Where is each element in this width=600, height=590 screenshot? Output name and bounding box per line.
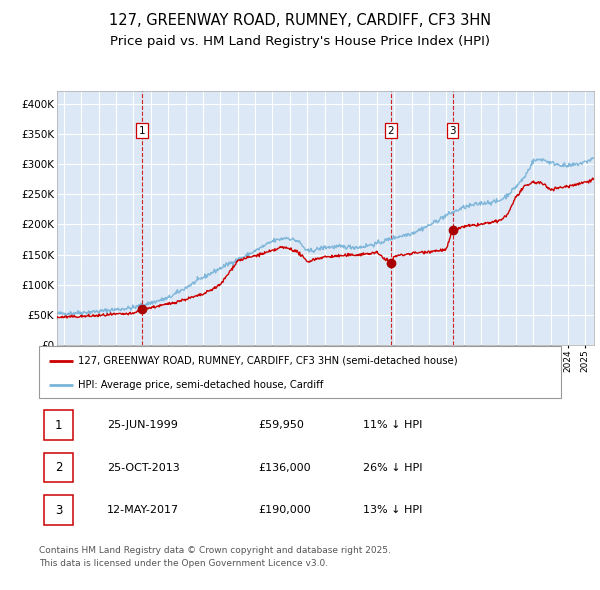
Text: 1: 1 bbox=[139, 126, 145, 136]
Text: 13% ↓ HPI: 13% ↓ HPI bbox=[362, 505, 422, 515]
Text: 127, GREENWAY ROAD, RUMNEY, CARDIFF, CF3 3HN (semi-detached house): 127, GREENWAY ROAD, RUMNEY, CARDIFF, CF3… bbox=[78, 356, 458, 366]
Text: £59,950: £59,950 bbox=[258, 420, 304, 430]
Text: 127, GREENWAY ROAD, RUMNEY, CARDIFF, CF3 3HN: 127, GREENWAY ROAD, RUMNEY, CARDIFF, CF3… bbox=[109, 13, 491, 28]
Text: 3: 3 bbox=[55, 503, 62, 517]
Text: £136,000: £136,000 bbox=[258, 463, 311, 473]
FancyBboxPatch shape bbox=[44, 496, 73, 525]
Text: 2: 2 bbox=[55, 461, 62, 474]
Text: HPI: Average price, semi-detached house, Cardiff: HPI: Average price, semi-detached house,… bbox=[78, 381, 323, 390]
FancyBboxPatch shape bbox=[39, 346, 561, 398]
Text: £190,000: £190,000 bbox=[258, 505, 311, 515]
Text: 1: 1 bbox=[55, 418, 62, 432]
Text: Contains HM Land Registry data © Crown copyright and database right 2025.
This d: Contains HM Land Registry data © Crown c… bbox=[39, 546, 391, 568]
Text: 26% ↓ HPI: 26% ↓ HPI bbox=[362, 463, 422, 473]
Text: 12-MAY-2017: 12-MAY-2017 bbox=[107, 505, 179, 515]
Text: 25-OCT-2013: 25-OCT-2013 bbox=[107, 463, 179, 473]
FancyBboxPatch shape bbox=[44, 453, 73, 482]
FancyBboxPatch shape bbox=[44, 411, 73, 440]
Text: 2: 2 bbox=[388, 126, 394, 136]
Text: 11% ↓ HPI: 11% ↓ HPI bbox=[362, 420, 422, 430]
Text: Price paid vs. HM Land Registry's House Price Index (HPI): Price paid vs. HM Land Registry's House … bbox=[110, 35, 490, 48]
Text: 25-JUN-1999: 25-JUN-1999 bbox=[107, 420, 178, 430]
Text: 3: 3 bbox=[449, 126, 456, 136]
